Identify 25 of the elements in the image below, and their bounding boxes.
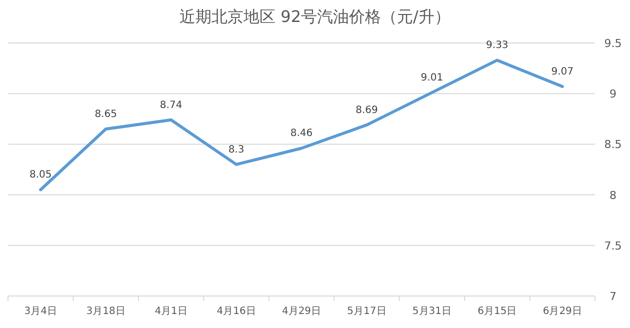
data-label: 8.69 xyxy=(356,104,378,116)
x-tick-label: 6月29日 xyxy=(542,306,582,317)
data-label: 9.33 xyxy=(486,40,508,52)
x-tick-label: 4月16日 xyxy=(216,306,256,317)
x-tick-label: 3月4日 xyxy=(24,306,57,317)
data-label: 8.65 xyxy=(94,109,117,120)
x-tick-label: 5月31日 xyxy=(412,306,452,317)
y-tick-label: 9 xyxy=(610,88,616,101)
y-tick-label: 8.5 xyxy=(604,138,622,152)
y-tick-label: 7 xyxy=(610,290,616,303)
data-label: 8.46 xyxy=(290,128,313,140)
y-tick-label: 9.5 xyxy=(604,37,622,50)
data-label: 8.74 xyxy=(160,100,182,111)
x-tick-label: 4月1日 xyxy=(154,306,188,317)
x-tick-label: 6月15日 xyxy=(478,306,517,317)
y-tick-label: 8 xyxy=(610,188,616,202)
chart-title: 近期北京地区 92号汽油价格（元/升） xyxy=(180,7,450,26)
data-label: 9.01 xyxy=(420,72,444,84)
x-tick-label: 5月17日 xyxy=(347,306,386,317)
data-label: 8.05 xyxy=(29,170,52,181)
y-tick-label: 7.5 xyxy=(604,239,622,252)
x-tick-label: 4月29日 xyxy=(282,306,322,317)
data-label: 9.07 xyxy=(551,66,574,78)
data-label: 8.3 xyxy=(228,144,244,156)
x-tick-label: 3月18日 xyxy=(86,306,126,317)
